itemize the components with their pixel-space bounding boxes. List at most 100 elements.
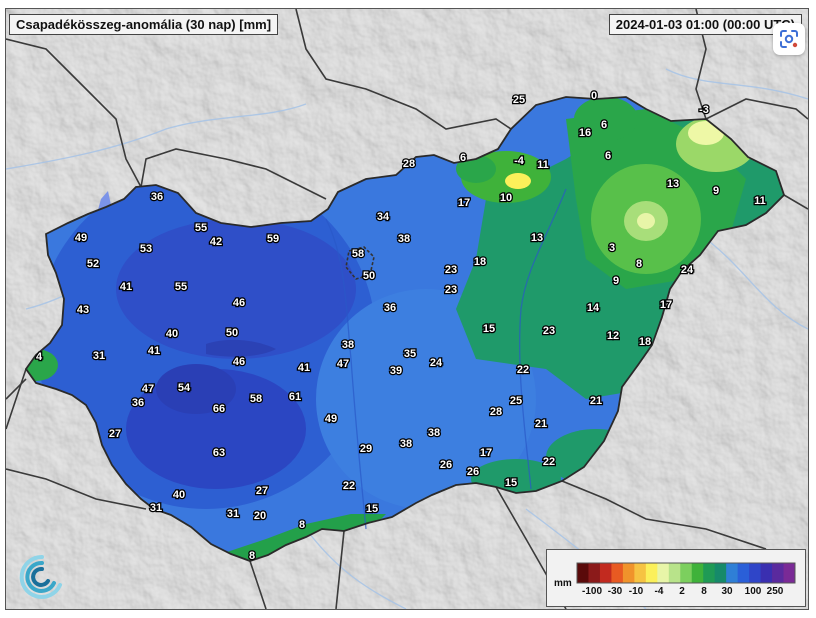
station-value: 54 [178, 382, 191, 394]
station-value: 9 [713, 185, 719, 197]
station-value: 53 [140, 243, 152, 255]
station-value: 38 [400, 438, 412, 450]
station-value: 28 [490, 406, 502, 418]
station-value: 31 [150, 502, 162, 514]
legend-swatch [737, 563, 750, 583]
station-value: 24 [681, 264, 694, 276]
station-value: 17 [458, 197, 470, 209]
legend-swatch [634, 563, 647, 583]
station-value: 42 [210, 236, 222, 248]
legend-swatch [657, 563, 670, 583]
legend-swatch [588, 563, 601, 583]
station-value: 21 [590, 395, 602, 407]
station-value: 41 [148, 345, 160, 357]
legend-tick: -4 [654, 586, 664, 597]
legend-swatch [645, 563, 658, 583]
legend-swatch [726, 563, 739, 583]
station-value: 36 [132, 397, 144, 409]
station-value: 22 [343, 480, 355, 492]
station-value: 27 [109, 428, 121, 440]
station-value: 13 [531, 232, 543, 244]
station-value: 9 [613, 275, 619, 287]
station-value: 8 [249, 550, 255, 562]
station-value: 17 [660, 299, 672, 311]
station-value: 59 [267, 233, 279, 245]
station-value: 26 [467, 466, 479, 478]
map-frame: 25 0 16 6 6 -3 6 -4 11 28 13 9 11 10 17 36 49 55 42 59 34 38 5… [5, 8, 809, 610]
legend-swatch [680, 563, 693, 583]
station-value: 61 [289, 391, 301, 403]
station-value: 40 [173, 489, 185, 501]
color-legend: mm -100 -30 -10 -4 2 8 30 100 250 [546, 549, 806, 607]
station-value: 38 [342, 339, 354, 351]
station-value: 55 [175, 281, 187, 293]
legend-tick: -10 [628, 586, 644, 597]
legend-swatch [772, 563, 785, 583]
station-value: 46 [233, 356, 245, 368]
station-value: 47 [337, 358, 349, 370]
station-value: 6 [460, 152, 466, 164]
station-value: -3 [699, 104, 709, 116]
station-value: 13 [667, 178, 679, 190]
station-value: 23 [543, 325, 555, 337]
station-value: 0 [591, 90, 597, 102]
station-value: -4 [514, 155, 525, 167]
station-value: 29 [360, 443, 372, 455]
legend-tick: 8 [701, 586, 707, 597]
station-value: 38 [428, 427, 440, 439]
station-value: 35 [404, 348, 416, 360]
station-value: 39 [390, 365, 402, 377]
station-value: 49 [75, 232, 87, 244]
legend-swatch [783, 563, 796, 583]
station-value: 31 [93, 350, 105, 362]
legend-tick: -30 [607, 586, 623, 597]
station-value: 40 [166, 328, 178, 340]
legend-colorbar [576, 562, 796, 584]
legend-swatch [703, 563, 716, 583]
logo-icon [19, 554, 62, 599]
station-value: 22 [517, 364, 529, 376]
station-value: 26 [440, 459, 452, 471]
legend-swatch [599, 563, 612, 583]
station-value: 4 [36, 351, 43, 363]
station-value: 15 [366, 503, 378, 515]
station-value: 52 [87, 258, 99, 270]
station-value: 22 [543, 456, 555, 468]
station-value: 41 [298, 362, 310, 374]
legend-swatch [668, 563, 681, 583]
legend-swatch [691, 563, 704, 583]
legend-swatch [749, 563, 762, 583]
station-value: 58 [352, 248, 364, 260]
station-value: 58 [250, 393, 262, 405]
station-value: 55 [195, 222, 207, 234]
station-value: 46 [233, 297, 245, 309]
station-value: 6 [601, 119, 607, 131]
station-value: 25 [513, 94, 525, 106]
station-value: 23 [445, 284, 457, 296]
map-title: Csapadékösszeg-anomália (30 nap) [mm] [9, 14, 279, 35]
station-value: 47 [142, 383, 154, 395]
legend-swatch [611, 563, 624, 583]
station-value: 27 [256, 485, 268, 497]
station-value: 66 [213, 403, 225, 415]
legend-swatch [622, 563, 635, 583]
station-value: 41 [120, 281, 132, 293]
station-value: 6 [605, 150, 611, 162]
station-value: 21 [535, 418, 547, 430]
station-value: 11 [537, 159, 549, 171]
station-value: 14 [587, 302, 600, 314]
station-value: 23 [445, 264, 457, 276]
station-value: 8 [636, 258, 642, 270]
station-value: 49 [325, 413, 337, 425]
station-value: 36 [151, 191, 163, 203]
image-search-button[interactable] [773, 23, 805, 55]
legend-swatch [714, 563, 727, 583]
station-value: 17 [480, 447, 492, 459]
station-value: 8 [299, 519, 305, 531]
station-value: 28 [403, 158, 415, 170]
legend-tick: 30 [721, 586, 733, 597]
station-value: 43 [77, 304, 89, 316]
station-value: 36 [384, 302, 396, 314]
legend-tick: -100 [581, 586, 603, 597]
